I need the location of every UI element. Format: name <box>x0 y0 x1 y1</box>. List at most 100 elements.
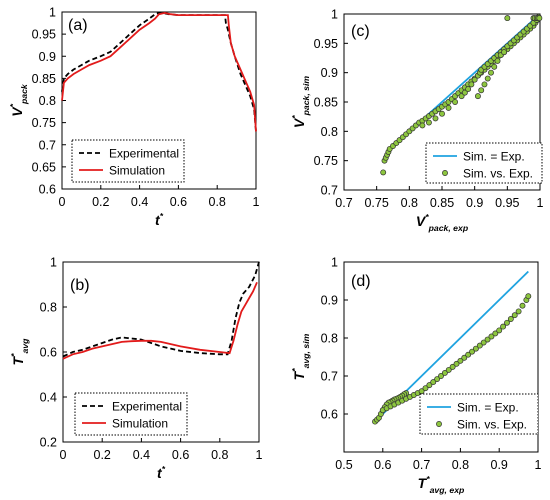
y-tick-label: 1 <box>50 256 57 270</box>
x-tick-label: 0 <box>60 448 67 462</box>
data-point <box>491 63 498 70</box>
x-tick-label: 0.8 <box>209 195 226 209</box>
data-point <box>504 319 510 326</box>
x-axis-label: t* <box>155 211 164 228</box>
y-tick-label: 0.2 <box>40 436 57 450</box>
y-axis-label: T*avg, sim <box>290 333 311 380</box>
y-axis-label-sup: * <box>8 103 18 107</box>
y-axis-label: V*pack <box>8 83 29 117</box>
data-point <box>494 57 501 64</box>
plot-frame <box>343 261 539 453</box>
y-tick-label: 0.6 <box>40 346 57 360</box>
legend-label: Simulation <box>112 417 168 431</box>
data-point <box>536 15 543 22</box>
data-point <box>484 75 491 82</box>
x-tick-label: 1 <box>256 448 263 462</box>
y-tick-label: 0.65 <box>32 160 56 174</box>
y-tick-label: 0.85 <box>32 72 56 86</box>
x-axis-label-base: t <box>155 212 161 228</box>
y-axis-label-sub: avg, sim <box>301 333 311 368</box>
data-point <box>453 360 460 367</box>
data-point <box>441 370 448 376</box>
data-point <box>439 110 445 117</box>
panel-label: (d) <box>351 273 371 290</box>
y-tick-label: 0.9 <box>39 50 56 64</box>
panel-label: (a) <box>68 17 88 34</box>
y-tick-label: 0.7 <box>321 184 338 198</box>
x-tick-label: 1 <box>535 458 542 472</box>
y-axis-label-base: T <box>10 355 26 365</box>
x-axis-label-base: T <box>418 475 428 491</box>
x-tick-label: 0.4 <box>131 195 148 209</box>
x-tick-label: 0.75 <box>364 196 388 210</box>
panel-label: (b) <box>70 277 90 294</box>
legend: Experimental Simulation <box>74 392 188 436</box>
data-point <box>438 373 444 379</box>
legend: Sim. = Exp. Sim. vs. Exp. <box>425 142 543 184</box>
data-point <box>449 363 456 370</box>
legend-label: Simulation <box>109 164 165 178</box>
y-axis-label-base: T <box>291 370 307 380</box>
y-axis-label-base: V <box>291 117 307 128</box>
data-point <box>500 323 507 330</box>
x-tick-label: 0.6 <box>170 195 187 209</box>
y-tick-label: 0.95 <box>314 37 338 51</box>
data-point <box>504 15 511 22</box>
y-axis-label-sub: pack, sim <box>301 76 311 117</box>
data-point <box>426 382 433 389</box>
data-point <box>457 357 464 364</box>
data-point <box>465 351 472 358</box>
x-axis-label-sup: * <box>425 212 429 222</box>
series-line <box>62 281 258 360</box>
y-tick-label: 0.8 <box>321 125 338 139</box>
data-point <box>474 93 481 100</box>
y-axis-label-sup: * <box>9 353 19 357</box>
y-axis-label-sub: pack <box>19 83 29 105</box>
x-tick-label: 1 <box>537 196 544 210</box>
y-tick-label: 0.85 <box>314 96 338 110</box>
x-axis-label: T*avg, exp <box>418 474 465 495</box>
y-tick-label: 0.8 <box>321 332 338 346</box>
panel-c: 0.7 0.75 0.8 0.85 0.9 0.95 1 0.7 0.75 0.8 0.85 0.9 0… <box>290 8 544 234</box>
legend-label: Sim. = Exp. <box>457 401 519 415</box>
legend-marker <box>436 421 442 427</box>
x-axis-label-sub: pack, exp <box>428 223 469 233</box>
y-axis-label-sup: * <box>290 368 300 372</box>
x-tick-label: 1 <box>253 195 260 209</box>
x-axis-label-sup: * <box>162 464 166 474</box>
data-point <box>501 49 508 56</box>
x-tick-label: 0.4 <box>133 448 150 462</box>
x-tick-label: 0.6 <box>172 448 189 462</box>
y-axis-label: V*pack, sim <box>290 76 311 129</box>
x-tick-label: 0.2 <box>94 448 111 462</box>
series-line <box>61 11 257 132</box>
y-axis-label-base: V <box>9 106 25 117</box>
legend-label: Sim. vs. Exp. <box>463 167 533 181</box>
legend-box <box>74 392 188 436</box>
x-axis-label-sub: avg, exp <box>430 485 465 495</box>
data-point <box>461 89 468 96</box>
data-point <box>434 376 441 382</box>
x-axis-label-base: t <box>157 465 163 481</box>
data-point <box>472 345 479 352</box>
legend-box <box>419 393 539 435</box>
y-tick-label: 1 <box>331 256 338 270</box>
data-point <box>496 327 503 334</box>
data-point <box>458 93 465 100</box>
x-tick-label: 0.5 <box>335 458 352 472</box>
legend-label: Experimental <box>112 400 182 414</box>
y-axis-label-sub: avg <box>20 338 30 354</box>
data-point <box>515 308 522 315</box>
data-point <box>432 115 439 122</box>
y-tick-label: 0.7 <box>39 138 56 152</box>
x-axis-label-base: V <box>416 213 427 229</box>
legend-box <box>71 139 185 183</box>
series-line <box>61 11 257 132</box>
data-point <box>488 69 494 76</box>
x-tick-label: 0.8 <box>452 458 469 472</box>
data-point <box>488 333 495 340</box>
y-tick-label: 0.6 <box>321 408 338 422</box>
y-tick-label: 0.95 <box>32 28 56 42</box>
data-point <box>481 81 488 88</box>
